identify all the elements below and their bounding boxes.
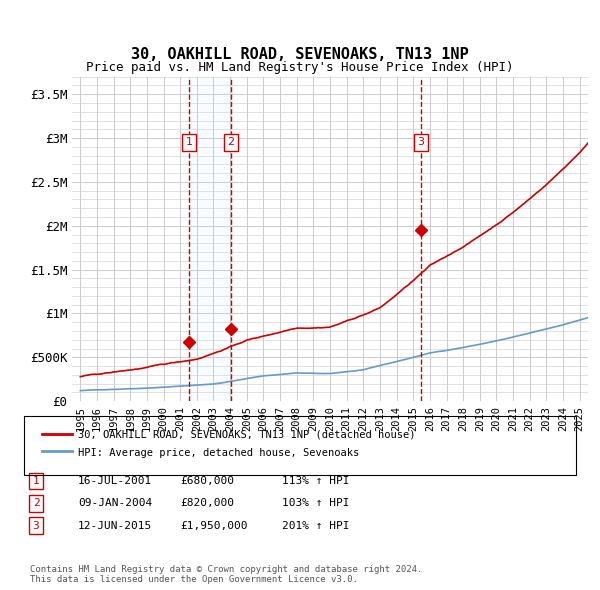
Text: 1: 1	[32, 476, 40, 486]
Text: 1: 1	[185, 137, 193, 148]
Text: 3: 3	[417, 137, 424, 148]
Text: £680,000: £680,000	[180, 476, 234, 486]
Text: 3: 3	[32, 521, 40, 530]
Text: 2: 2	[227, 137, 234, 148]
Text: 12-JUN-2015: 12-JUN-2015	[78, 521, 152, 530]
Bar	[189, 77, 230, 401]
Text: 30, OAKHILL ROAD, SEVENOAKS, TN13 1NP (detached house): 30, OAKHILL ROAD, SEVENOAKS, TN13 1NP (d…	[78, 430, 415, 440]
Text: 30, OAKHILL ROAD, SEVENOAKS, TN13 1NP: 30, OAKHILL ROAD, SEVENOAKS, TN13 1NP	[131, 47, 469, 62]
Text: 2: 2	[32, 499, 40, 508]
Text: Price paid vs. HM Land Registry's House Price Index (HPI): Price paid vs. HM Land Registry's House …	[86, 61, 514, 74]
Text: 16-JUL-2001: 16-JUL-2001	[78, 476, 152, 486]
Text: £1,950,000: £1,950,000	[180, 521, 248, 530]
Text: 201% ↑ HPI: 201% ↑ HPI	[282, 521, 349, 530]
Text: Contains HM Land Registry data © Crown copyright and database right 2024.
This d: Contains HM Land Registry data © Crown c…	[30, 565, 422, 584]
Text: 113% ↑ HPI: 113% ↑ HPI	[282, 476, 349, 486]
Text: £820,000: £820,000	[180, 499, 234, 508]
Text: 103% ↑ HPI: 103% ↑ HPI	[282, 499, 349, 508]
Text: 09-JAN-2004: 09-JAN-2004	[78, 499, 152, 508]
Text: HPI: Average price, detached house, Sevenoaks: HPI: Average price, detached house, Seve…	[78, 448, 359, 457]
